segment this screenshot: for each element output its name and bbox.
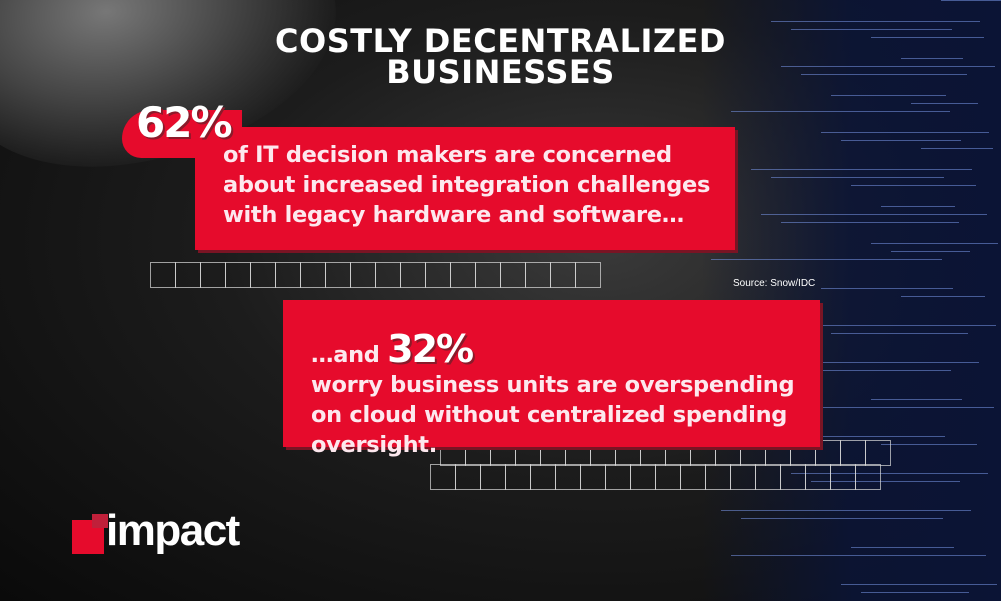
- light-streak: [821, 288, 953, 289]
- stat2-percent: 32%: [387, 327, 474, 371]
- grid-cell: [655, 464, 681, 490]
- stat1-text: of IT decision makers are concerned abou…: [223, 140, 710, 230]
- light-streak: [791, 473, 988, 474]
- page-title: COSTLY DECENTRALIZED BUSINESSES: [0, 22, 1001, 91]
- light-streak: [801, 74, 967, 75]
- grid-cell: [630, 464, 656, 490]
- stat2-line: worry business units are overspending: [311, 372, 795, 398]
- grid-cell: [755, 464, 781, 490]
- stat1-percent: 62%: [136, 98, 233, 147]
- grid-cell: [475, 262, 501, 288]
- grid-cell: [805, 464, 831, 490]
- grid-cell: [555, 464, 581, 490]
- light-streak: [921, 148, 993, 149]
- stat1-line: about increased integration challenges: [223, 172, 711, 198]
- grid-decoration: [150, 262, 601, 288]
- grid-cell: [550, 262, 576, 288]
- grid-cell: [480, 464, 506, 490]
- light-streak: [771, 21, 980, 22]
- source-credit: Source: Snow/IDC: [733, 278, 816, 289]
- light-streak: [721, 510, 971, 511]
- grid-cell: [705, 464, 731, 490]
- light-streak: [901, 58, 963, 59]
- light-streak: [841, 584, 997, 585]
- grid-cell: [730, 464, 756, 490]
- light-streak: [751, 407, 994, 408]
- grid-cell: [300, 262, 326, 288]
- light-streak: [941, 0, 1001, 1]
- light-streak: [891, 251, 970, 252]
- light-streak: [861, 592, 969, 593]
- grid-cell: [430, 464, 456, 490]
- light-streak: [761, 214, 987, 215]
- light-streak: [831, 333, 968, 334]
- grid-cell: [250, 262, 276, 288]
- grid-cell: [865, 440, 891, 466]
- grid-cell: [175, 262, 201, 288]
- stat2-text: …and 32% worry business units are oversp…: [311, 330, 795, 460]
- light-streak: [911, 103, 978, 104]
- light-streak: [781, 222, 959, 223]
- light-streak: [751, 169, 972, 170]
- grid-cell: [830, 464, 856, 490]
- light-streak: [801, 436, 945, 437]
- light-streak: [811, 325, 996, 326]
- grid-cell: [375, 262, 401, 288]
- stat1-line: of IT decision makers are concerned: [223, 142, 672, 168]
- light-streak: [771, 177, 944, 178]
- grid-cell: [505, 464, 531, 490]
- grid-cell: [400, 262, 426, 288]
- grid-cell: [680, 464, 706, 490]
- light-streak: [851, 185, 976, 186]
- grid-cell: [455, 464, 481, 490]
- light-streak: [871, 399, 962, 400]
- light-streak: [781, 66, 995, 67]
- grid-cell: [450, 262, 476, 288]
- grid-cell: [150, 262, 176, 288]
- light-streak: [821, 132, 989, 133]
- logo-text: impact: [106, 506, 240, 555]
- title-line-1: COSTLY DECENTRALIZED: [275, 22, 726, 60]
- stat2-line: on cloud without centralized spending: [311, 402, 788, 428]
- light-streak: [831, 95, 946, 96]
- grid-cell: [580, 464, 606, 490]
- light-streak: [711, 259, 942, 260]
- light-streak: [741, 362, 979, 363]
- stat1-line: with legacy hardware and software…: [223, 202, 684, 228]
- light-streak: [871, 243, 998, 244]
- grid-cell: [530, 464, 556, 490]
- light-streak: [871, 37, 984, 38]
- light-streak: [881, 444, 977, 445]
- grid-cell: [500, 262, 526, 288]
- grid-cell: [200, 262, 226, 288]
- light-streak: [731, 555, 986, 556]
- grid-cell: [575, 262, 601, 288]
- grid-cell: [840, 440, 866, 466]
- light-streak: [881, 206, 955, 207]
- light-streak: [811, 481, 960, 482]
- grid-cell: [225, 262, 251, 288]
- stat-box-2: [283, 300, 820, 447]
- grid-cell: [325, 262, 351, 288]
- grid-cell: [350, 262, 376, 288]
- stat2-line: oversight.: [311, 432, 438, 458]
- light-streak: [741, 518, 943, 519]
- light-streak: [731, 111, 950, 112]
- grid-cell: [780, 464, 806, 490]
- title-line-2: BUSINESSES: [386, 53, 615, 91]
- stat2-prefix: …and: [311, 342, 380, 368]
- grid-cell: [605, 464, 631, 490]
- logo-mark-accent: [92, 514, 108, 528]
- light-streak: [841, 140, 961, 141]
- grid-decoration: [430, 464, 881, 490]
- grid-cell: [855, 464, 881, 490]
- light-streak: [901, 296, 985, 297]
- grid-cell: [425, 262, 451, 288]
- light-streak: [851, 547, 954, 548]
- stat-box-1: [195, 127, 735, 250]
- grid-cell: [525, 262, 551, 288]
- grid-cell: [275, 262, 301, 288]
- light-streak: [761, 370, 951, 371]
- light-streak: [791, 29, 952, 30]
